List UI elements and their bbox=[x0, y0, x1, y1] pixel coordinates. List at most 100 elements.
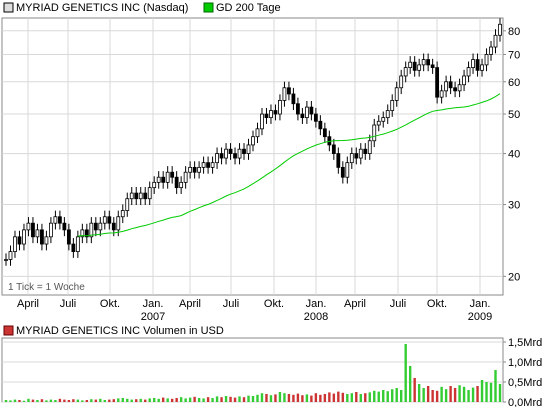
x-tick-label: Jan. bbox=[306, 298, 327, 310]
volume-bar bbox=[58, 398, 62, 402]
candle-body bbox=[354, 153, 359, 159]
volume-bar bbox=[130, 399, 133, 402]
volume-bar bbox=[417, 384, 421, 402]
volume-bar bbox=[22, 400, 26, 402]
candle-body bbox=[143, 192, 148, 200]
candle-body bbox=[304, 106, 309, 119]
volume-bar bbox=[139, 398, 142, 402]
candle-body bbox=[210, 162, 215, 168]
volume-bar bbox=[202, 398, 205, 402]
price-tick-label: 50 bbox=[508, 109, 520, 121]
volume-bar bbox=[382, 390, 385, 402]
volume-bar bbox=[85, 400, 89, 402]
volume-bar bbox=[467, 390, 470, 402]
candle-body bbox=[358, 148, 363, 159]
x-tick-label: Okt. bbox=[427, 298, 447, 310]
candle-body bbox=[129, 192, 134, 200]
volume-bar bbox=[278, 392, 282, 402]
volume-bar bbox=[449, 386, 452, 402]
price-tick-label: 80 bbox=[508, 26, 520, 38]
candle-body bbox=[331, 144, 336, 154]
volume-bar bbox=[9, 400, 12, 402]
volume-bar bbox=[175, 398, 178, 402]
volume-bar bbox=[103, 400, 106, 402]
candle-body bbox=[287, 87, 291, 95]
candle-body bbox=[31, 222, 35, 238]
candle-body bbox=[345, 162, 350, 178]
volume-bar bbox=[108, 399, 111, 402]
volume-bar bbox=[170, 398, 174, 402]
candle-body bbox=[376, 120, 381, 126]
candle-body bbox=[363, 148, 368, 154]
price-candles bbox=[4, 18, 502, 266]
candle-body bbox=[448, 81, 453, 89]
volume-bar bbox=[391, 389, 394, 402]
candle-body bbox=[134, 192, 139, 200]
x-year-label: 2008 bbox=[304, 311, 328, 323]
candle-body bbox=[192, 166, 197, 173]
candle-body bbox=[489, 46, 493, 55]
volume-bar bbox=[238, 396, 241, 402]
volume-bar bbox=[126, 398, 129, 402]
candle-body bbox=[156, 176, 161, 183]
volume-bar bbox=[435, 390, 439, 402]
candle-body bbox=[282, 87, 287, 101]
volume-bar bbox=[184, 398, 187, 402]
volume-bar bbox=[310, 395, 313, 402]
volume-bar bbox=[395, 388, 398, 402]
volume-bar bbox=[480, 380, 484, 402]
candle-body bbox=[412, 61, 417, 71]
volume-bars bbox=[4, 344, 502, 402]
volume-bar bbox=[494, 370, 497, 402]
candle-body bbox=[66, 229, 71, 245]
volume-bar bbox=[13, 399, 17, 402]
candle-body bbox=[408, 61, 413, 68]
volume-bar bbox=[76, 399, 80, 402]
candle-body bbox=[296, 103, 300, 115]
candle-body bbox=[394, 87, 399, 101]
price-tick-label: 40 bbox=[508, 149, 520, 161]
candle-body bbox=[493, 34, 498, 48]
candle-body bbox=[201, 162, 206, 168]
x-year-label: 2007 bbox=[141, 311, 165, 323]
volume-bar bbox=[161, 397, 165, 402]
volume-bar bbox=[292, 394, 295, 402]
volume-bar bbox=[350, 393, 353, 402]
candle-body bbox=[152, 181, 157, 189]
volume-bar bbox=[476, 386, 479, 402]
candle-body bbox=[390, 100, 395, 111]
volume-bar bbox=[121, 398, 124, 402]
volume-bar bbox=[197, 398, 201, 402]
candle-body bbox=[93, 222, 98, 231]
volume-bar bbox=[386, 391, 389, 402]
candle-body bbox=[35, 229, 40, 238]
candle-body bbox=[435, 67, 440, 98]
candle-body bbox=[278, 100, 282, 115]
volume-bar bbox=[368, 392, 371, 402]
volume-bar bbox=[283, 393, 286, 402]
volume-bar bbox=[135, 399, 138, 402]
volume-bar bbox=[229, 396, 232, 402]
candle-body bbox=[336, 153, 341, 168]
volume-bar bbox=[355, 392, 358, 402]
price-y-axis: 20 30 40 50 60 70 80 bbox=[503, 26, 520, 283]
candle-body bbox=[102, 216, 107, 224]
volume-bar bbox=[400, 390, 403, 402]
candle-body bbox=[233, 153, 237, 159]
x-axis: April Juli Okt. Jan. April Juli Okt. Jan. April J… bbox=[17, 298, 492, 323]
volume-bar bbox=[364, 393, 367, 402]
candle-body bbox=[125, 198, 130, 211]
candle-body bbox=[484, 54, 489, 66]
candle-body bbox=[439, 90, 444, 98]
candle-body bbox=[255, 128, 260, 138]
candle-body bbox=[84, 229, 89, 238]
candle-body bbox=[215, 153, 219, 164]
candle-body bbox=[161, 176, 166, 183]
volume-bar bbox=[242, 397, 246, 402]
volume-bar bbox=[193, 396, 196, 402]
x-tick-label: Juli bbox=[390, 298, 407, 310]
volume-bar bbox=[359, 394, 362, 402]
volume-bar bbox=[63, 399, 66, 402]
candle-body bbox=[251, 136, 255, 146]
volume-bar bbox=[215, 396, 219, 402]
